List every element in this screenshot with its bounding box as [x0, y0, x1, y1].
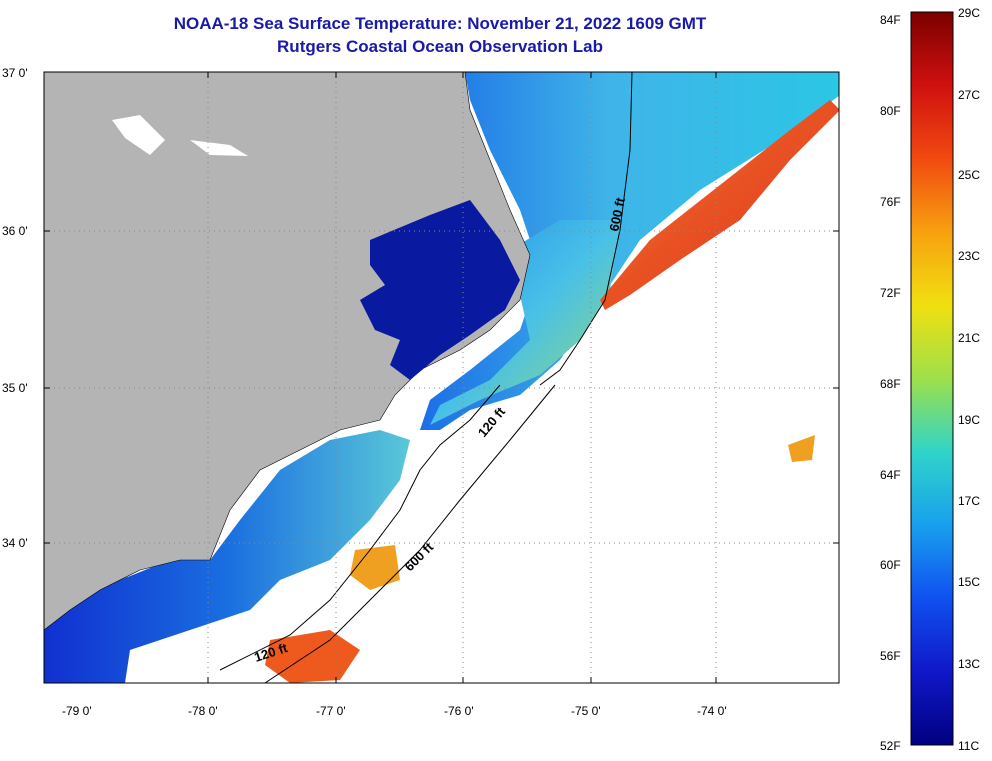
colorbar-c-label: 15C: [958, 575, 981, 589]
lon-label: -79 0': [62, 704, 92, 718]
temperature-colorbar: [910, 11, 954, 746]
pamlico-sound: [360, 200, 520, 380]
colorbar-c-label: 13C: [958, 657, 981, 671]
colorbar-f-label: 64F: [880, 468, 901, 482]
colorbar-f-label: 76F: [880, 195, 901, 209]
lon-label: -78 0': [188, 704, 218, 718]
gulf-stream-filament: [600, 100, 839, 310]
warm-patch-a: [350, 545, 400, 590]
lat-label: 35 0': [2, 381, 28, 395]
lat-label: 36 0': [2, 224, 28, 238]
colorbar-f-label: 52F: [880, 739, 901, 753]
southern-shelf-water: [44, 430, 410, 683]
warm-patch-c: [788, 435, 815, 462]
lon-label: -74 0': [697, 704, 727, 718]
land-mass: [44, 72, 531, 631]
isobath-600-north: [539, 72, 633, 386]
lon-label: -76 0': [444, 704, 474, 718]
colorbar-c-label: 19C: [958, 413, 981, 427]
warm-patch-b: [265, 630, 360, 683]
colorbar-f-label: 80F: [880, 104, 901, 118]
colorbar-f-label: 72F: [880, 286, 901, 300]
colorbar-c-label: 11C: [958, 739, 980, 753]
colorbar-f-label: 56F: [880, 649, 901, 663]
colorbar-f-label: 68F: [880, 377, 901, 391]
colorbar-f-label: 84F: [880, 13, 901, 27]
map-title: NOAA-18 Sea Surface Temperature: Novembe…: [173, 14, 707, 33]
colorbar-c-label: 25C: [958, 168, 981, 182]
northern-shelf-water: [420, 72, 839, 430]
colorbar-c-label: 23C: [958, 249, 981, 263]
isobath-label-600-north: 600 ft: [606, 196, 628, 233]
lon-label: -77 0': [316, 704, 346, 718]
colorbar-c-label: 29C: [958, 6, 981, 20]
colorbar-c-label: 17C: [958, 494, 981, 508]
inland-lake: [112, 115, 165, 155]
colorbar-f-label: 60F: [880, 558, 901, 572]
lon-label: -75 0': [571, 704, 601, 718]
colorbar-c-label: 21C: [958, 331, 981, 345]
lat-label: 34 0': [2, 536, 28, 550]
isobath-600-south: [264, 384, 556, 683]
isobath-120: [219, 384, 501, 671]
inland-lake: [190, 140, 248, 156]
mid-shelf-water: [430, 220, 620, 425]
lat-label: 37 0': [2, 66, 28, 80]
colorbar-c-label: 27C: [958, 88, 981, 102]
map-subtitle: Rutgers Coastal Ocean Observation Lab: [277, 37, 603, 56]
